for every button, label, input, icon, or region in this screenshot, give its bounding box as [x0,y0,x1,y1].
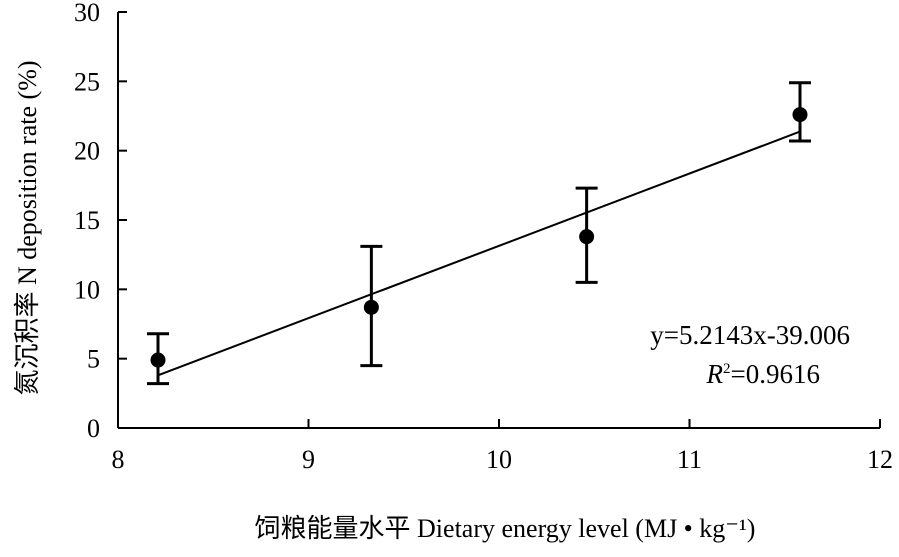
y-tick-label: 15 [74,206,100,235]
axes: 0 5 10 15 20 25 30 8 9 10 11 12 [74,0,893,474]
y-tick-label: 25 [74,67,100,96]
x-tick-label: 9 [302,445,315,474]
data-point [579,229,595,245]
x-tick-label: 8 [112,445,125,474]
data-point [150,352,166,368]
r2-label: R2=0.9616 [706,359,820,389]
x-tick-label: 11 [677,445,702,474]
y-tick-label: 30 [74,0,100,27]
y-axis-label: 氮沉积率 N deposition rate (%) [13,60,42,395]
equation-label: y=5.2143x-39.006 [650,320,850,350]
trendline [157,130,801,377]
data-point [363,299,379,315]
marks [147,81,811,386]
y-tick-label: 20 [74,137,100,166]
y-tick-label: 10 [74,275,100,304]
x-tick-label: 12 [867,445,893,474]
y-tick-label: 0 [87,414,100,443]
x-axis-label: 饲粮能量水平 Dietary energy level (MJ • kg⁻¹) [255,514,756,543]
data-point [792,107,808,123]
y-tick-label: 5 [87,345,100,374]
x-tick-label: 10 [486,445,512,474]
